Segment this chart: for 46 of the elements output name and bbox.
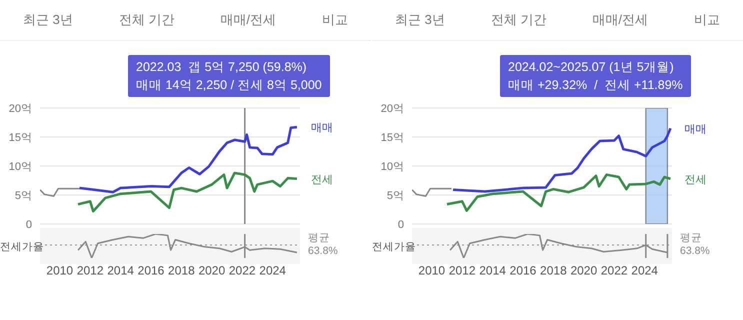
text: 2024.02~2025.07 (1년 5개월) xyxy=(508,59,675,76)
series-label: 전세 xyxy=(684,174,706,186)
text: 매매 14억 2,250 / 전세 8억 5,000 xyxy=(136,77,322,94)
ref-line-label: 평균 63.8% xyxy=(680,232,710,258)
y-axis-title: 전세가율 xyxy=(372,241,416,253)
x-tick-label: 2024 xyxy=(259,264,286,278)
text: 비교 xyxy=(322,11,348,29)
x-tick-label: 2010 xyxy=(418,264,446,278)
x-tick-label: 2020 xyxy=(198,264,226,278)
text: 전체 기간 xyxy=(118,11,174,29)
y-tick-label: 0 xyxy=(398,218,404,231)
x-tick-label: 2016 xyxy=(510,264,537,278)
text: 매매/전세 xyxy=(220,11,276,29)
x-tick-label: 2014 xyxy=(479,264,506,278)
x-tick-label: 2014 xyxy=(107,264,134,278)
x-tick-label: 2018 xyxy=(540,264,568,278)
x-tick-label: 2010 xyxy=(46,264,74,278)
x-tick-label: 2024 xyxy=(631,264,658,278)
x-tick-label: 2012 xyxy=(76,264,104,278)
text: 전체 기간 xyxy=(490,11,546,29)
text: 최근 3년 xyxy=(22,11,73,29)
ref-line-label: 평균 63.8% xyxy=(308,232,338,258)
x-tick-label: 2012 xyxy=(448,264,476,278)
x-tick-label: 2022 xyxy=(600,264,628,278)
y-tick-label: 10억 xyxy=(8,160,32,173)
text: 최근 3년 xyxy=(394,11,445,29)
y-tick-label: 0 xyxy=(26,218,32,231)
y-tick-label: 20억 xyxy=(380,102,404,115)
x-tick-label: 2016 xyxy=(138,264,165,278)
x-tick-label: 2020 xyxy=(570,264,598,278)
series-label: 매매 xyxy=(684,123,706,136)
y-tick-label: 5억 xyxy=(14,190,32,202)
text: 매매 +29.32% / 전세 +11.89% xyxy=(508,77,683,94)
y-tick-label: 10억 xyxy=(380,160,404,173)
y-tick-label: 20억 xyxy=(8,102,32,115)
series-label: 전세 xyxy=(310,174,333,186)
text: 2022.03 갭 5억 7,250 (59.8%) xyxy=(136,59,308,76)
x-tick-label: 2022 xyxy=(228,264,256,278)
y-axis-title: 전세가율 xyxy=(0,241,44,253)
x-tick-label: 2018 xyxy=(168,264,196,278)
text: 비교 xyxy=(694,11,720,29)
y-tick-label: 5억 xyxy=(386,190,404,202)
y-tick-label: 15억 xyxy=(380,132,404,144)
y-tick-label: 15억 xyxy=(8,132,32,144)
series-label: 매매 xyxy=(310,122,333,134)
text: 매매/전세 xyxy=(592,11,648,29)
